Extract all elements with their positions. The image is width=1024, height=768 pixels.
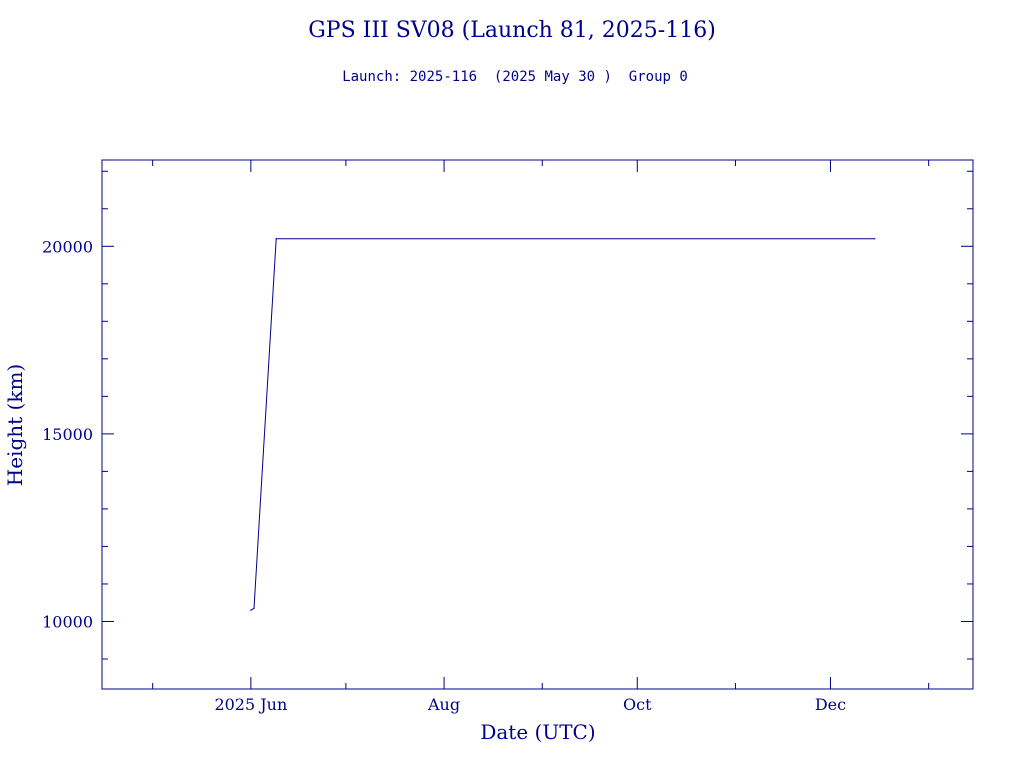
series-layer (250, 238, 876, 611)
x-tick-label: Aug (427, 695, 460, 714)
x-tick-label: 2025 Jun (214, 695, 287, 714)
data-point (275, 238, 277, 240)
x-axis-label: Date (UTC) (480, 720, 595, 744)
data-point (250, 609, 252, 611)
y-tick-label: 15000 (42, 425, 93, 444)
height-series-line (250, 238, 875, 611)
x-tick-label: Oct (623, 695, 652, 714)
chart-title: GPS III SV08 (Launch 81, 2025-116) (308, 18, 716, 43)
x-axis-ticks (152, 160, 930, 689)
x-tick-label: Dec (815, 695, 846, 714)
x-axis-tick-labels: 2025 Jun Aug Oct Dec (214, 695, 846, 714)
data-point (874, 238, 876, 240)
data-point (253, 607, 255, 609)
y-axis-ticks (102, 170, 973, 660)
plot-frame (101, 159, 974, 690)
y-tick-label: 20000 (42, 237, 93, 256)
y-axis-label: Height (km) (3, 364, 27, 486)
y-axis-tick-labels: 10000 15000 20000 (42, 237, 93, 631)
y-tick-label: 10000 (42, 612, 93, 631)
chart-subtitle: Launch: 2025-116 (2025 May 30 ) Group 0 (342, 69, 688, 85)
